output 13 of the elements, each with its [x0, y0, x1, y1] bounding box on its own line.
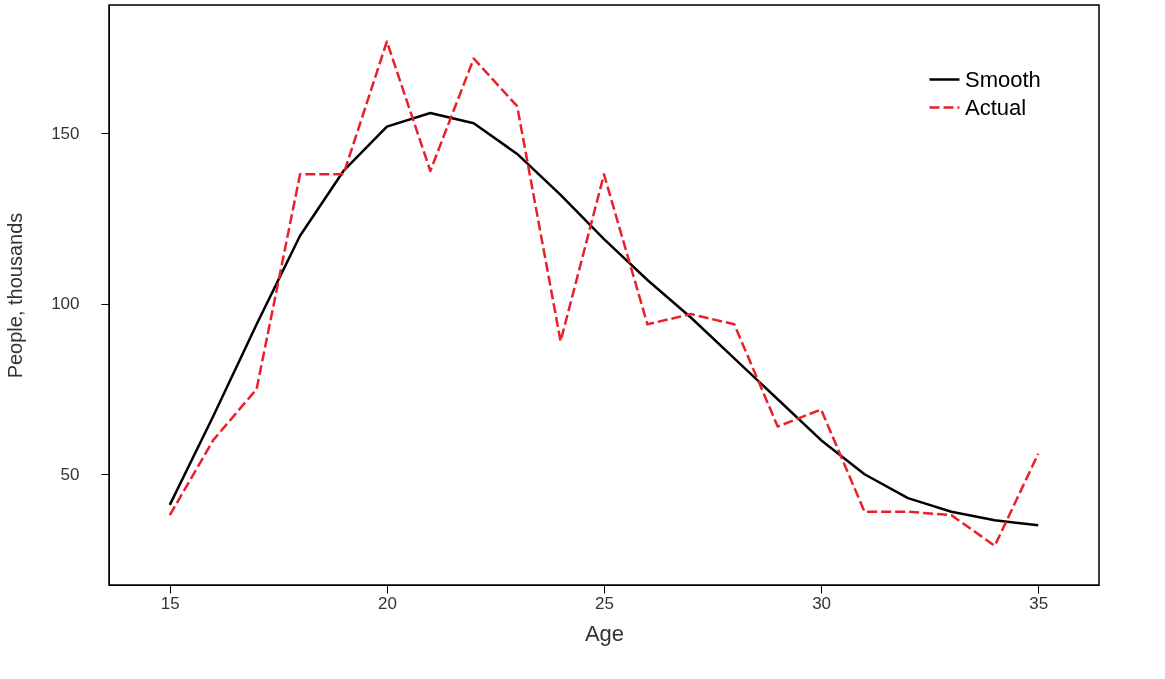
- y-axis-title: People, thousands: [4, 212, 27, 379]
- x-tick-label: 30: [812, 593, 832, 613]
- x-tick-label: 35: [1029, 593, 1049, 613]
- legend-label: Smooth: [965, 66, 1041, 92]
- y-tick-label: 100: [51, 294, 80, 314]
- line-series: [168, 40, 1040, 548]
- x-axis-title: Age: [584, 620, 625, 646]
- y-tick-label: 150: [51, 123, 80, 143]
- legend-label: Actual: [965, 94, 1027, 120]
- x-tick-label: 20: [377, 593, 397, 613]
- x-tick-label: 25: [595, 593, 614, 613]
- x-tick-label: 15: [160, 593, 180, 613]
- y-tick-label: 50: [60, 464, 80, 484]
